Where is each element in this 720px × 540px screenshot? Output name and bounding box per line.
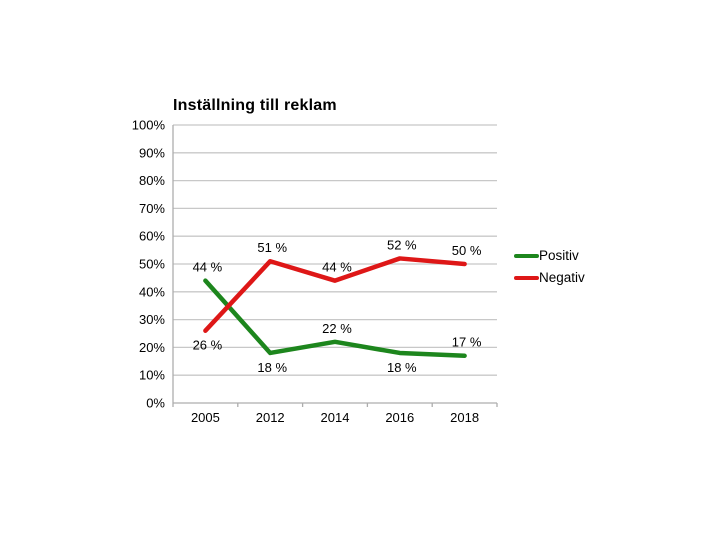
svg-text:50%: 50% bbox=[139, 257, 165, 272]
svg-text:18 %: 18 % bbox=[387, 360, 417, 375]
svg-text:30%: 30% bbox=[139, 312, 165, 327]
svg-text:80%: 80% bbox=[139, 173, 165, 188]
legend-label-negativ: Negativ bbox=[539, 270, 585, 285]
svg-text:44 %: 44 % bbox=[322, 260, 352, 275]
svg-text:44 %: 44 % bbox=[193, 260, 223, 275]
svg-text:100%: 100% bbox=[132, 118, 166, 133]
legend-item-negativ: Negativ bbox=[514, 270, 585, 285]
svg-text:50 %: 50 % bbox=[452, 243, 482, 258]
svg-text:52 %: 52 % bbox=[387, 237, 417, 252]
svg-text:2016: 2016 bbox=[385, 410, 414, 425]
svg-text:60%: 60% bbox=[139, 229, 165, 244]
svg-text:18 %: 18 % bbox=[257, 360, 287, 375]
legend-item-positiv: Positiv bbox=[514, 248, 585, 263]
svg-text:20%: 20% bbox=[139, 340, 165, 355]
svg-text:22 %: 22 % bbox=[322, 321, 352, 336]
chart-title: Inställning till reklam bbox=[173, 97, 337, 114]
svg-text:2012: 2012 bbox=[256, 410, 285, 425]
svg-text:17 %: 17 % bbox=[452, 335, 482, 350]
svg-text:2018: 2018 bbox=[450, 410, 479, 425]
negativ-line-swatch bbox=[514, 275, 539, 280]
svg-text:90%: 90% bbox=[139, 145, 165, 160]
chart-legend: Positiv Negativ bbox=[514, 248, 585, 285]
positiv-line-swatch bbox=[514, 253, 539, 258]
svg-text:2005: 2005 bbox=[191, 410, 220, 425]
svg-text:51 %: 51 % bbox=[257, 240, 287, 255]
legend-label-positiv: Positiv bbox=[539, 248, 579, 263]
svg-text:70%: 70% bbox=[139, 201, 165, 216]
svg-text:40%: 40% bbox=[139, 284, 165, 299]
svg-text:26 %: 26 % bbox=[193, 338, 223, 353]
svg-text:2014: 2014 bbox=[321, 410, 350, 425]
svg-text:0%: 0% bbox=[146, 396, 165, 411]
svg-text:10%: 10% bbox=[139, 368, 165, 383]
